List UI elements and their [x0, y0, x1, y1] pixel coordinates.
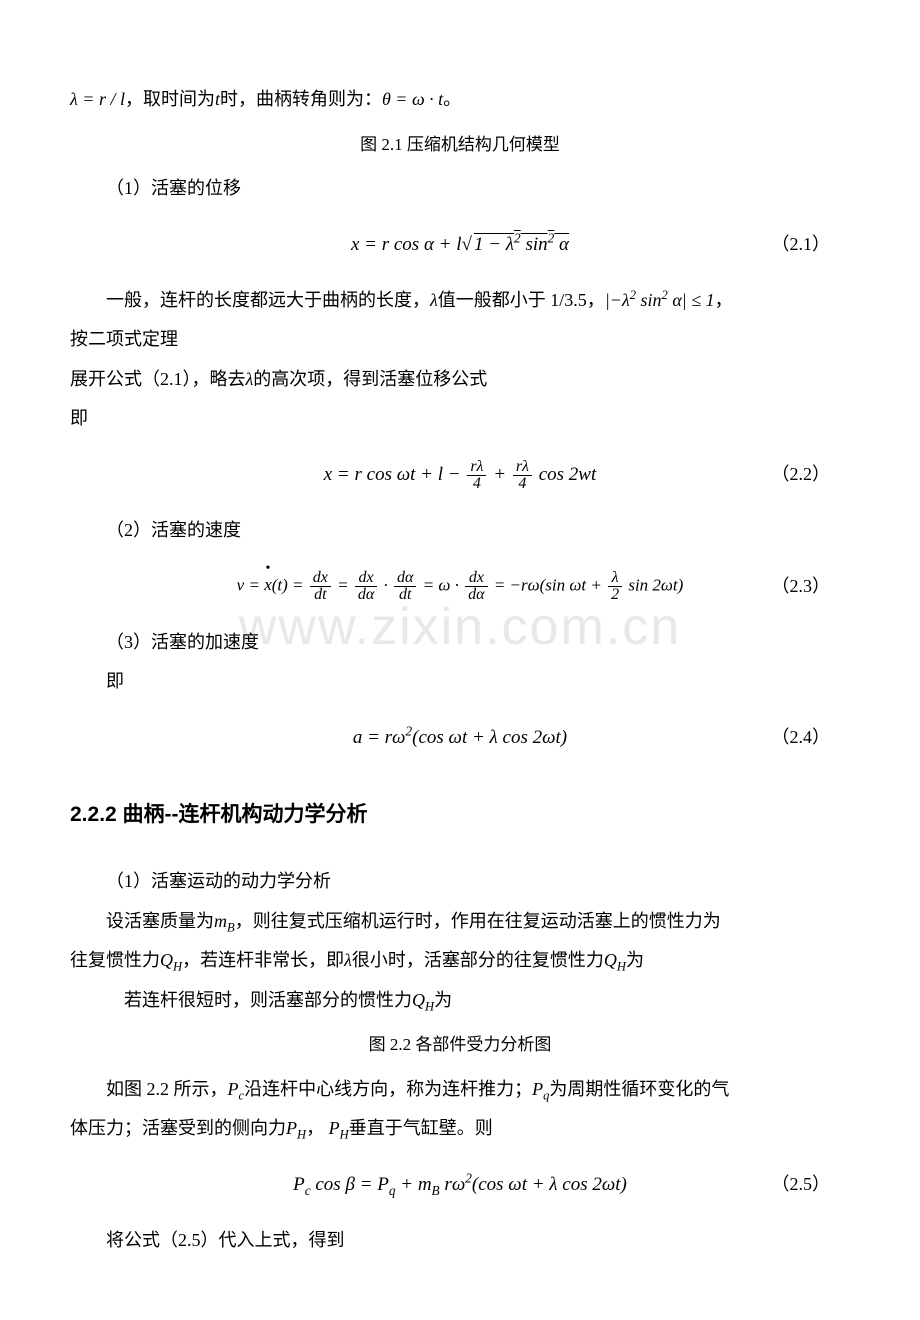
equation-2-5-row: Pc cos β = Pq + mB rω2(cos ωt + λ cos 2ω…: [70, 1163, 850, 1207]
eq-text: cos 2wt: [534, 464, 596, 485]
equation-2-1-row: x = r cos α + l√1 − λ2 sin2 α （2.1）: [70, 223, 850, 267]
text: ，: [306, 1118, 324, 1138]
para-ji-2: 即: [70, 662, 850, 702]
item-1-displacement: （1）活塞的位移: [70, 169, 850, 209]
text: 为周期性循环变化的气: [549, 1079, 729, 1099]
text: 如图 2.2 所示，: [106, 1079, 228, 1099]
eq-text: =: [333, 575, 353, 594]
para-fig22-line1: 如图 2.2 所示，Pc沿连杆中心线方向，称为连杆推力；Pq为周期性循环变化的气: [70, 1070, 850, 1110]
math-lambda: λ: [430, 290, 438, 310]
equation-number-2-4: （2.4）: [772, 718, 831, 758]
frac-den: 4: [513, 476, 532, 492]
math-theta: θ = ω · t: [382, 89, 443, 109]
para-binomial: 按二项式定理: [70, 320, 850, 360]
x-dot: x: [264, 573, 272, 597]
text: ，: [715, 290, 733, 310]
equation-2-4-row: a = rω2(cos ωt + λ cos 2ωt) （2.4）: [70, 716, 850, 760]
frac-den: dt: [310, 587, 331, 603]
frac-num: rλ: [513, 459, 532, 476]
math-QH: QH: [160, 950, 182, 970]
text: 。: [443, 89, 461, 109]
eq-text: = ω ·: [418, 575, 463, 594]
frac-den: 4: [467, 476, 486, 492]
line-lambda-def: λ = r / l，取时间为t时，曲柄转角则为：θ = ω · t。: [70, 80, 850, 120]
equation-2-2: x = r cos ωt + l − rλ4 + rλ4 cos 2wt: [324, 454, 597, 496]
frac-num: dx: [355, 570, 377, 587]
equation-2-3: v = x(t) = dxdt = dxdα · dαdt = ω · dxdα…: [237, 570, 684, 603]
equation-2-3-row: v = x(t) = dxdt = dxdα · dαdt = ω · dxdα…: [70, 565, 850, 609]
frac-den: 2: [608, 587, 622, 603]
math-mB: mB: [214, 911, 235, 931]
text: 设活塞质量为: [106, 911, 214, 931]
frac-num: dx: [310, 570, 331, 587]
text: 体压力；活塞受到的侧向力: [70, 1118, 286, 1138]
equation-2-4: a = rω2(cos ωt + λ cos 2ωt): [353, 717, 567, 759]
text: 往复惯性力: [70, 950, 160, 970]
para-inertia: 往复惯性力QH，若连杆非常长，即λ很小时，活塞部分的往复惯性力QH为: [70, 941, 850, 981]
para-expand: 展开公式（2.1），略去λ的高次项，得到活塞位移公式: [70, 360, 850, 400]
equation-2-5: Pc cos β = Pq + mB rω2(cos ωt + λ cos 2ω…: [293, 1164, 627, 1206]
frac-den: dα: [465, 587, 487, 603]
text: 很小时，活塞部分的往复惯性力: [352, 950, 604, 970]
math-lambda-def: λ = r / l: [70, 89, 125, 109]
math-PH: PH: [286, 1118, 306, 1138]
text: 垂直于气缸壁。则: [349, 1118, 493, 1138]
frac-den: dt: [394, 587, 416, 603]
figure-caption-2-1: 图 2.1 压缩机结构几何模型: [70, 126, 850, 163]
eq-text: x = r cos ωt + l −: [324, 464, 466, 485]
equation-number-2-5: （2.5）: [772, 1165, 831, 1205]
eq-text: v =: [237, 575, 265, 594]
para-mass: 设活塞质量为mB，则往复式压缩机运行时，作用在往复运动活塞上的惯性力为: [70, 902, 850, 942]
eq-text: sin 2ωt): [624, 575, 683, 594]
math-inequality: |−λ2 sin2 α| ≤ 1: [605, 290, 715, 310]
frac-num: dx: [465, 570, 487, 587]
text: ，若连杆非常长，即: [182, 950, 344, 970]
equation-2-2-row: x = r cos ωt + l − rλ4 + rλ4 cos 2wt （2.…: [70, 453, 850, 497]
text: 一般，连杆的长度都远大于曲柄的长度，: [106, 290, 430, 310]
text: 展开公式（2.1），略去: [70, 369, 246, 389]
text: 沿连杆中心线方向，称为连杆推力；: [244, 1079, 532, 1099]
eq-text: (t) =: [272, 575, 308, 594]
equation-number-2-1: （2.1）: [772, 225, 831, 265]
para-substitute: 将公式（2.5）代入上式，得到: [70, 1221, 850, 1261]
equation-number-2-3: （2.3）: [772, 574, 831, 599]
math-PH2: PH: [329, 1118, 349, 1138]
page-content: λ = r / l，取时间为t时，曲柄转角则为：θ = ω · t。 图 2.1…: [70, 80, 850, 1260]
text: 为: [434, 990, 452, 1010]
eq-text: ·: [379, 575, 392, 594]
figure-caption-2-2: 图 2.2 各部件受力分析图: [70, 1026, 850, 1063]
text: 时，曲柄转角则为：: [220, 89, 382, 109]
para-short-rod: 若连杆很短时，则活塞部分的惯性力QH为: [70, 981, 850, 1021]
frac-num: λ: [608, 570, 622, 587]
math-Pq: Pq: [532, 1079, 549, 1099]
math-QH: QH: [604, 950, 626, 970]
math-QH: QH: [412, 990, 434, 1010]
frac-num: dα: [394, 570, 416, 587]
eq-text: = −rω(sin ωt +: [490, 575, 607, 594]
item-dyn-1: （1）活塞运动的动力学分析: [70, 862, 850, 902]
frac-num: rλ: [467, 459, 486, 476]
para-ji-1: 即: [70, 399, 850, 439]
text: 的高次项，得到活塞位移公式: [253, 369, 487, 389]
text: 若连杆很短时，则活塞部分的惯性力: [124, 990, 412, 1010]
item-2-velocity: （2）活塞的速度: [70, 511, 850, 551]
text: ，则往复式压缩机运行时，作用在往复运动活塞上的惯性力为: [235, 911, 721, 931]
equation-2-1: x = r cos α + l√1 − λ2 sin2 α: [351, 224, 569, 266]
math-Pc: Pc: [228, 1079, 245, 1099]
math-lambda: λ: [344, 950, 352, 970]
eq-text: +: [488, 464, 510, 485]
equation-number-2-2: （2.2）: [772, 455, 831, 495]
item-3-acceleration: （3）活塞的加速度: [70, 623, 850, 663]
text: 值一般都小于 1/3.5，: [438, 290, 605, 310]
frac-den: dα: [355, 587, 377, 603]
para-fig22-line2: 体压力；活塞受到的侧向力PH， PH垂直于气缸壁。则: [70, 1109, 850, 1149]
para-general: 一般，连杆的长度都远大于曲柄的长度，λ值一般都小于 1/3.5，|−λ2 sin…: [70, 281, 850, 321]
text: 为: [626, 950, 644, 970]
section-heading-2-2-2: 2.2.2 曲柄--连杆机构动力学分析: [70, 792, 850, 838]
text: ，取时间为: [125, 89, 215, 109]
